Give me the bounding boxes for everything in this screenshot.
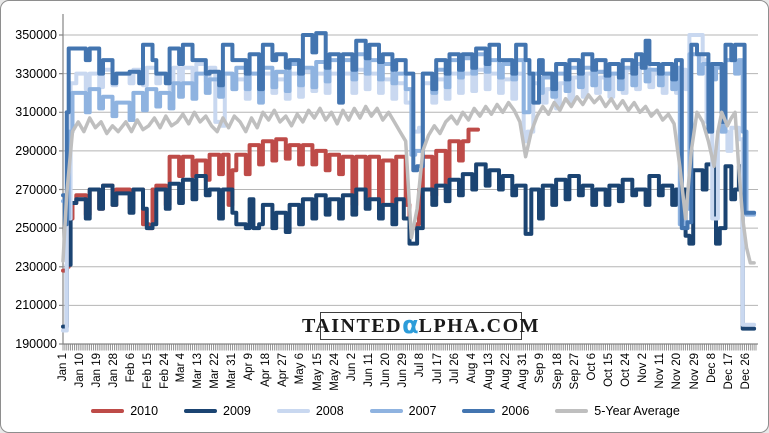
legend-item-2006: 2006 bbox=[462, 404, 529, 418]
watermark-alpha-glyph: α bbox=[402, 311, 419, 339]
x-tick-label: May 24 bbox=[328, 353, 341, 391]
x-tick-label: Mar 4 bbox=[174, 353, 187, 383]
x-tick-label: Mar 31 bbox=[225, 353, 238, 389]
x-tick-label: Jun 29 bbox=[397, 353, 410, 388]
legend-swatch bbox=[555, 408, 589, 414]
legend-label: 2008 bbox=[315, 404, 344, 418]
y-tick-label: 210000 bbox=[15, 298, 57, 313]
x-tick-label: Apr 18 bbox=[260, 353, 273, 387]
legend-label: 2007 bbox=[408, 404, 437, 418]
legend-item-2008: 2008 bbox=[276, 404, 344, 418]
x-tick-label: Dec 17 bbox=[722, 353, 735, 390]
watermark-text: TAINTED bbox=[301, 315, 403, 337]
watermark-taintedalpha: TAINTED α LPHA.COM bbox=[302, 311, 539, 340]
x-tick-label: Aug 31 bbox=[517, 353, 530, 390]
x-tick-label: Dec 8 bbox=[705, 353, 718, 384]
x-tick-label: Sep 18 bbox=[551, 353, 564, 390]
x-tick-label: Oct 15 bbox=[602, 353, 615, 387]
x-tick-label: Feb 24 bbox=[159, 353, 172, 389]
x-tick-label: Sep 9 bbox=[534, 353, 547, 384]
series-line-5-year-average bbox=[61, 93, 756, 265]
x-tick-label: Jun 11 bbox=[363, 353, 376, 387]
legend-item-2009: 2009 bbox=[184, 404, 251, 418]
y-tick-label: 330000 bbox=[15, 66, 57, 81]
legend-label: 2006 bbox=[501, 404, 530, 418]
legend-label: 2010 bbox=[130, 404, 159, 418]
x-tick-label: Sep 27 bbox=[568, 353, 581, 390]
x-tick-label: May 15 bbox=[311, 353, 324, 391]
x-tick-label: Jul 17 bbox=[431, 353, 444, 384]
x-tick-label: Oct 24 bbox=[620, 353, 633, 387]
x-tick-label: Jan 10 bbox=[73, 353, 86, 388]
x-tick-label: Jan 1 bbox=[56, 353, 69, 382]
y-tick-label: 350000 bbox=[15, 28, 57, 42]
x-tick-label: Mar 22 bbox=[208, 353, 221, 389]
x-tick-label: Jan 28 bbox=[107, 353, 120, 388]
series-line-2009 bbox=[61, 162, 757, 331]
legend-swatch bbox=[462, 408, 496, 414]
watermark-text-rest: LPHA.COM bbox=[418, 315, 541, 337]
legend-item-5-year-average: 5-Year Average bbox=[555, 404, 680, 418]
x-tick-label: Aug 4 bbox=[465, 353, 478, 384]
legend-swatch bbox=[91, 408, 125, 414]
x-tick-label: Nov 2 bbox=[637, 353, 650, 384]
legend-item-2010: 2010 bbox=[91, 404, 158, 418]
x-tick-label: Jun 2 bbox=[345, 353, 358, 382]
chart-legend: 2010 2009 2008 2007 2006 5-Year Average bbox=[1, 400, 768, 422]
legend-swatch bbox=[184, 408, 218, 414]
x-tick-label: Jul 8 bbox=[414, 353, 427, 378]
x-tick-label: Mar 13 bbox=[191, 353, 204, 389]
y-tick-label: 190000 bbox=[15, 337, 57, 351]
legend-swatch bbox=[369, 408, 403, 414]
x-tick-label: Nov 11 bbox=[654, 353, 667, 389]
x-tick-label: Aug 13 bbox=[482, 353, 495, 390]
y-tick-label: 270000 bbox=[15, 182, 57, 197]
legend-swatch bbox=[276, 408, 310, 414]
x-tick-label: Feb 15 bbox=[142, 353, 155, 389]
x-tick-label: Nov 29 bbox=[688, 353, 701, 390]
x-tick-label: Oct 6 bbox=[585, 353, 598, 381]
legend-label: 2009 bbox=[223, 404, 251, 418]
x-tick-label: Jan 19 bbox=[90, 353, 103, 388]
x-tick-label: May 6 bbox=[294, 353, 307, 385]
y-tick-label: 290000 bbox=[15, 143, 57, 158]
x-tick-label: Jun 20 bbox=[380, 353, 393, 388]
y-tick-label: 230000 bbox=[15, 259, 57, 274]
x-tick-label: Aug 22 bbox=[500, 353, 513, 390]
legend-label: 5-Year Average bbox=[594, 404, 680, 418]
x-tick-label: Apr 9 bbox=[243, 353, 256, 381]
x-tick-label: Nov 20 bbox=[671, 353, 684, 390]
x-tick-label: Apr 27 bbox=[277, 353, 290, 387]
y-tick-label: 250000 bbox=[15, 221, 57, 236]
x-tick-label: Feb 6 bbox=[125, 353, 138, 383]
legend-item-2007: 2007 bbox=[369, 404, 437, 418]
y-tick-label: 310000 bbox=[15, 105, 57, 120]
x-tick-label: Jul 26 bbox=[448, 353, 461, 384]
x-tick-label: Dec 26 bbox=[739, 353, 752, 390]
